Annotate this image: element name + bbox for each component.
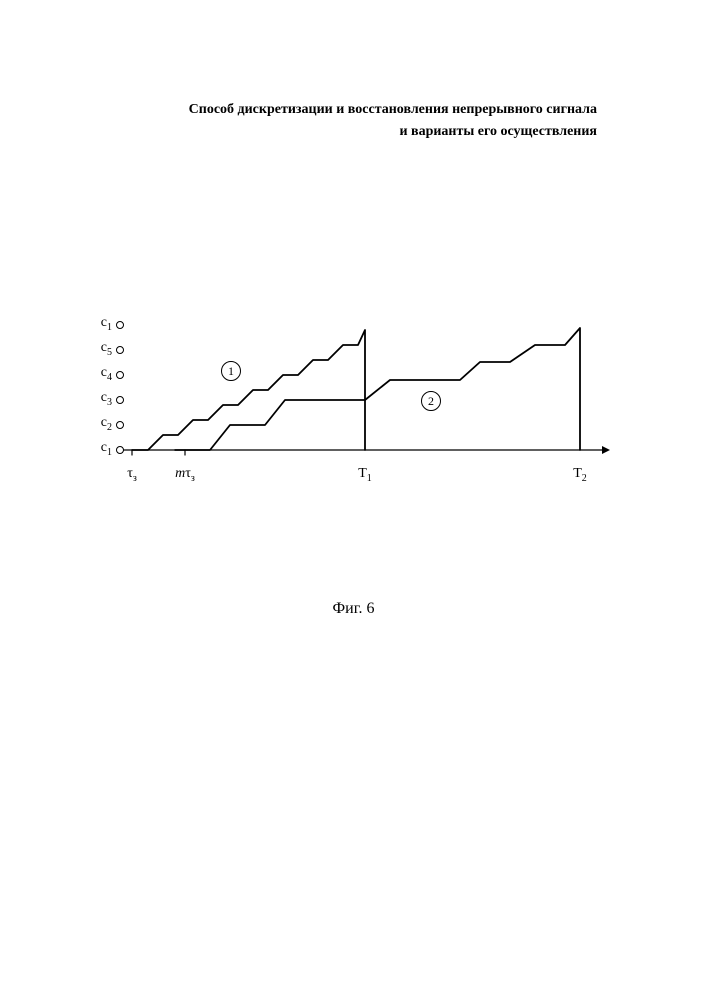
series1-label: 1 xyxy=(221,361,241,381)
y-axis-label: c1 xyxy=(82,440,112,458)
y-level-marker xyxy=(117,422,124,429)
x-axis-label: mτз xyxy=(175,466,195,484)
y-level-marker xyxy=(117,372,124,379)
chart-svg xyxy=(90,250,610,480)
y-axis-label: c4 xyxy=(82,365,112,383)
y-level-marker xyxy=(117,347,124,354)
series-2-line xyxy=(175,328,580,450)
x-axis-label: T2 xyxy=(573,466,587,484)
page: Способ дискретизации и восстановления не… xyxy=(0,0,707,1000)
y-axis-label: c1 xyxy=(82,315,112,333)
y-axis-label: c5 xyxy=(82,340,112,358)
y-axis-label: c3 xyxy=(82,390,112,408)
x-axis-label: T1 xyxy=(358,466,372,484)
title-line-1: Способ дискретизации и восстановления не… xyxy=(189,102,597,118)
y-level-marker xyxy=(117,447,124,454)
series-1-line xyxy=(132,330,365,450)
title-line-2: и варианты его осуществления xyxy=(399,124,597,140)
figure-caption: Фиг. 6 xyxy=(0,600,707,618)
chart: c1c2c3c4c5c1τзmτзT1T212 xyxy=(90,250,610,500)
x-axis-label: τз xyxy=(127,466,137,484)
y-axis-label: c2 xyxy=(82,415,112,433)
series2-label: 2 xyxy=(421,391,441,411)
y-level-marker xyxy=(117,397,124,404)
y-level-marker xyxy=(117,322,124,329)
